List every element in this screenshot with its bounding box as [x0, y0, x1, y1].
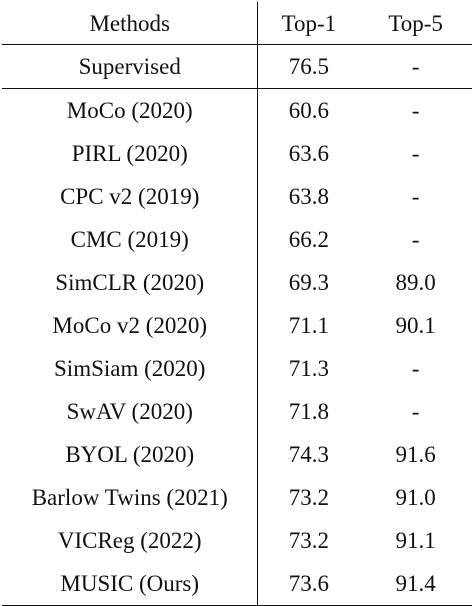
- top5-cell: -: [411, 399, 420, 424]
- top5-cell: 91.4: [395, 571, 436, 596]
- method-cell: SwAV (2020): [66, 399, 193, 424]
- top5-cell: 89.0: [395, 270, 436, 295]
- method-cell: BYOL (2020): [65, 442, 195, 467]
- top1-cell: 69.3: [257, 261, 360, 304]
- top5-cell: -: [411, 141, 420, 166]
- top1-cell: 73.6: [257, 562, 360, 606]
- header-methods: Methods: [89, 10, 170, 36]
- method-cell: PIRL (2020): [71, 141, 188, 166]
- method-cell: Barlow Twins (2021): [31, 485, 228, 510]
- table-row: Supervised 76.5 -: [2, 44, 472, 89]
- table-row: MoCo (2020) 60.6 -: [2, 88, 472, 132]
- table-row: MUSIC (Ours) 73.6 91.4: [2, 562, 472, 606]
- table-row: PIRL (2020) 63.6 -: [2, 132, 472, 175]
- top1-cell: 63.8: [257, 175, 360, 218]
- top1-cell: 73.2: [257, 476, 360, 519]
- method-cell: CPC v2 (2019): [60, 184, 200, 209]
- table-row: SwAV (2020) 71.8 -: [2, 390, 472, 433]
- top1-cell: 60.6: [257, 88, 360, 132]
- top5-cell: -: [411, 184, 420, 209]
- table-row: Barlow Twins (2021) 73.2 91.0: [2, 476, 472, 519]
- top5-cell: -: [411, 54, 420, 79]
- method-cell: SimSiam (2020): [54, 356, 206, 381]
- table-row: CMC (2019) 66.2 -: [2, 218, 472, 261]
- table-row: BYOL (2020) 74.3 91.6: [2, 433, 472, 476]
- table-header-row: Methods Top-1 Top-5: [2, 2, 472, 45]
- top5-cell: -: [411, 227, 420, 252]
- top1-cell: 71.3: [257, 347, 360, 390]
- top5-cell: -: [411, 356, 420, 381]
- top5-cell: 91.1: [395, 528, 436, 553]
- method-cell: MoCo (2020): [66, 98, 193, 123]
- method-cell: SimCLR (2020): [55, 270, 205, 295]
- top5-cell: 91.6: [395, 442, 436, 467]
- top5-cell: -: [411, 98, 420, 123]
- method-cell: VICReg (2022): [57, 528, 202, 553]
- top1-cell: 71.8: [257, 390, 360, 433]
- top5-cell: 91.0: [395, 485, 436, 510]
- top1-cell: 74.3: [257, 433, 360, 476]
- method-cell: MUSIC (Ours): [60, 571, 200, 596]
- table-row: SimCLR (2020) 69.3 89.0: [2, 261, 472, 304]
- table-row: MoCo v2 (2020) 71.1 90.1: [2, 304, 472, 347]
- method-cell: CMC (2019): [70, 227, 189, 252]
- method-cell: MoCo v2 (2020): [52, 313, 208, 338]
- table-row: SimSiam (2020) 71.3 -: [2, 347, 472, 390]
- table-row: VICReg (2022) 73.2 91.1: [2, 519, 472, 562]
- top1-cell: 71.1: [257, 304, 360, 347]
- method-cell: Supervised: [78, 54, 181, 79]
- top5-cell: 90.1: [395, 313, 436, 338]
- header-top1: Top-1: [257, 2, 360, 45]
- top1-cell: 76.5: [257, 44, 360, 89]
- top1-cell: 66.2: [257, 218, 360, 261]
- top1-cell: 73.2: [257, 519, 360, 562]
- top1-cell: 63.6: [257, 132, 360, 175]
- table-row: CPC v2 (2019) 63.8 -: [2, 175, 472, 218]
- header-top5: Top-5: [388, 10, 443, 36]
